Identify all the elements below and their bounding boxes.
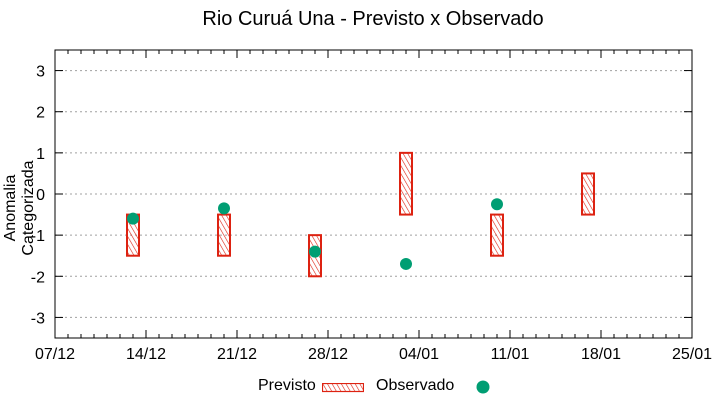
- previsto-series: [126, 151, 595, 278]
- legend-swatch-previsto: [322, 383, 364, 393]
- svg-text:2: 2: [36, 105, 45, 122]
- svg-text:28/12: 28/12: [308, 346, 348, 363]
- svg-text:04/01: 04/01: [399, 346, 439, 363]
- svg-text:25/01: 25/01: [672, 346, 712, 363]
- observado-series: [127, 198, 503, 270]
- svg-text:-3: -3: [31, 310, 45, 327]
- svg-text:14/12: 14/12: [126, 346, 166, 363]
- svg-text:3: 3: [36, 64, 45, 81]
- legend-label-observado: Observado: [376, 377, 455, 394]
- svg-text:11/01: 11/01: [491, 346, 530, 363]
- svg-text:21/12: 21/12: [217, 346, 257, 363]
- svg-text:18/01: 18/01: [581, 346, 621, 363]
- svg-text:0: 0: [36, 187, 45, 204]
- legend-marker-observado: [476, 380, 490, 394]
- previsto-box: [217, 213, 231, 257]
- svg-text:-2: -2: [31, 269, 45, 286]
- previsto-box: [581, 172, 595, 216]
- chart-title: Rio Curuá Una - Previsto x Observado: [202, 8, 544, 30]
- grid-lines: [55, 70, 692, 318]
- observado-point: [218, 202, 230, 215]
- svg-text:07/12: 07/12: [35, 346, 75, 363]
- svg-text:-1: -1: [31, 228, 45, 245]
- plot-frame: [54, 49, 693, 339]
- axes: -3 -2 -1 0 1 2 3 07/12 14/12 21/12 28/12 04/01 11/01…: [31, 50, 712, 363]
- svg-text:1: 1: [36, 146, 45, 163]
- legend-label-previsto: Previsto: [258, 377, 316, 394]
- previsto-box: [399, 151, 413, 216]
- previsto-box: [490, 213, 504, 257]
- observado-point: [400, 257, 412, 270]
- observado-point: [127, 212, 139, 225]
- observado-point: [491, 198, 503, 211]
- observado-point: [309, 245, 321, 258]
